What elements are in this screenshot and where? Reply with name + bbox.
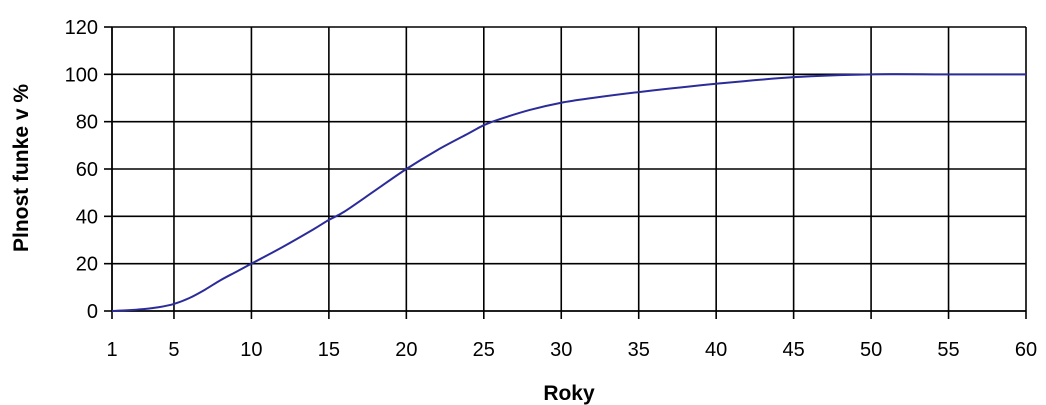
x-tick-label: 50 xyxy=(860,339,882,361)
x-tick-label: 30 xyxy=(550,339,572,361)
x-tick-label: 35 xyxy=(628,339,650,361)
y-tick-labels: 0 20 40 60 80 100 120 xyxy=(65,17,98,323)
x-tick-label: 10 xyxy=(240,339,262,361)
gridlines xyxy=(112,26,1027,311)
y-tick-label: 60 xyxy=(76,159,98,181)
x-tick-label: 20 xyxy=(395,339,417,361)
y-axis-label: Plnost funke v % xyxy=(10,84,33,252)
y-tick-label: 80 xyxy=(76,112,98,134)
y-tick-label: 100 xyxy=(65,64,98,86)
x-axis-label: Roky xyxy=(543,382,595,405)
series-layer xyxy=(111,73,1026,312)
y-tick-label: 0 xyxy=(87,301,98,323)
y-tick-label: 20 xyxy=(76,254,98,276)
series-line xyxy=(111,73,1026,312)
x-tick-label: 45 xyxy=(783,339,805,361)
x-tick-label: 60 xyxy=(1015,339,1037,361)
y-tick-label: 40 xyxy=(76,206,98,228)
x-tick-labels: 1 5 10 15 20 25 30 35 40 45 50 55 60 xyxy=(106,339,1037,361)
x-tick-label: 55 xyxy=(937,339,959,361)
y-tick-label: 120 xyxy=(65,17,98,39)
x-tick-label: 25 xyxy=(473,339,495,361)
x-tick-label: 40 xyxy=(705,339,727,361)
x-tick-label: 1 xyxy=(106,339,117,361)
axes xyxy=(104,26,1027,319)
x-tick-label: 15 xyxy=(318,339,340,361)
x-tick-label: 5 xyxy=(168,339,179,361)
